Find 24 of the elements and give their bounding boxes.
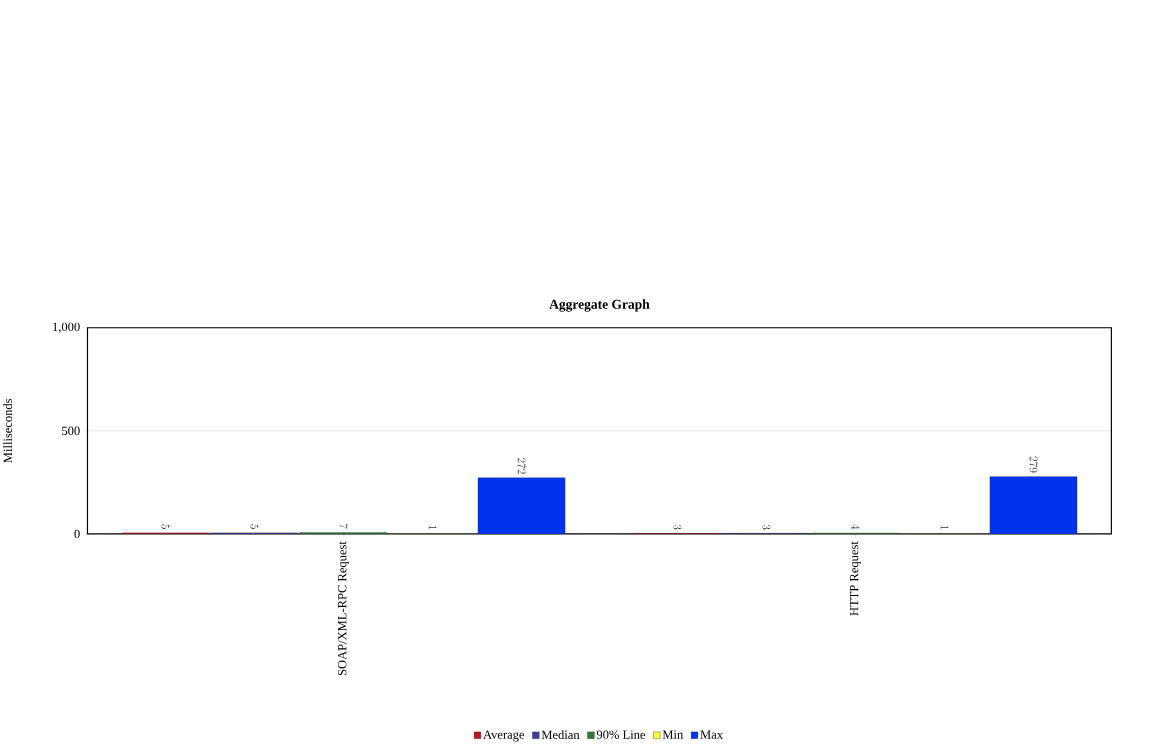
- data-label: 1: [940, 525, 949, 530]
- bar: [989, 476, 1078, 534]
- data-label: 3: [762, 524, 771, 530]
- data-label: 3: [673, 524, 682, 530]
- data-label: 1: [428, 525, 437, 530]
- y-axis-title: Milliseconds: [3, 398, 13, 463]
- data-label: 272: [517, 457, 526, 474]
- data-label: 5: [250, 524, 259, 529]
- data-label: 5: [161, 524, 170, 529]
- data-label: 4: [851, 524, 860, 530]
- legend-label: Median: [541, 730, 580, 739]
- x-tick-label: SOAP/XML-RPC Request: [337, 541, 349, 675]
- x-tick-label: HTTP Request: [849, 541, 861, 616]
- legend-label: Average: [483, 730, 525, 742]
- data-label: 7: [339, 523, 348, 529]
- chart-title: Aggregate Graph: [549, 299, 650, 312]
- legend-label: Min: [662, 730, 684, 739]
- y-tick-label: 500: [62, 426, 80, 435]
- legend-label: 90% Line: [596, 730, 646, 739]
- data-label: 279: [1029, 456, 1038, 473]
- y-tick-label: 1,000: [53, 322, 80, 333]
- legend-label: Max: [700, 730, 723, 739]
- bar: [477, 477, 566, 534]
- y-tick-label: 0: [74, 529, 80, 539]
